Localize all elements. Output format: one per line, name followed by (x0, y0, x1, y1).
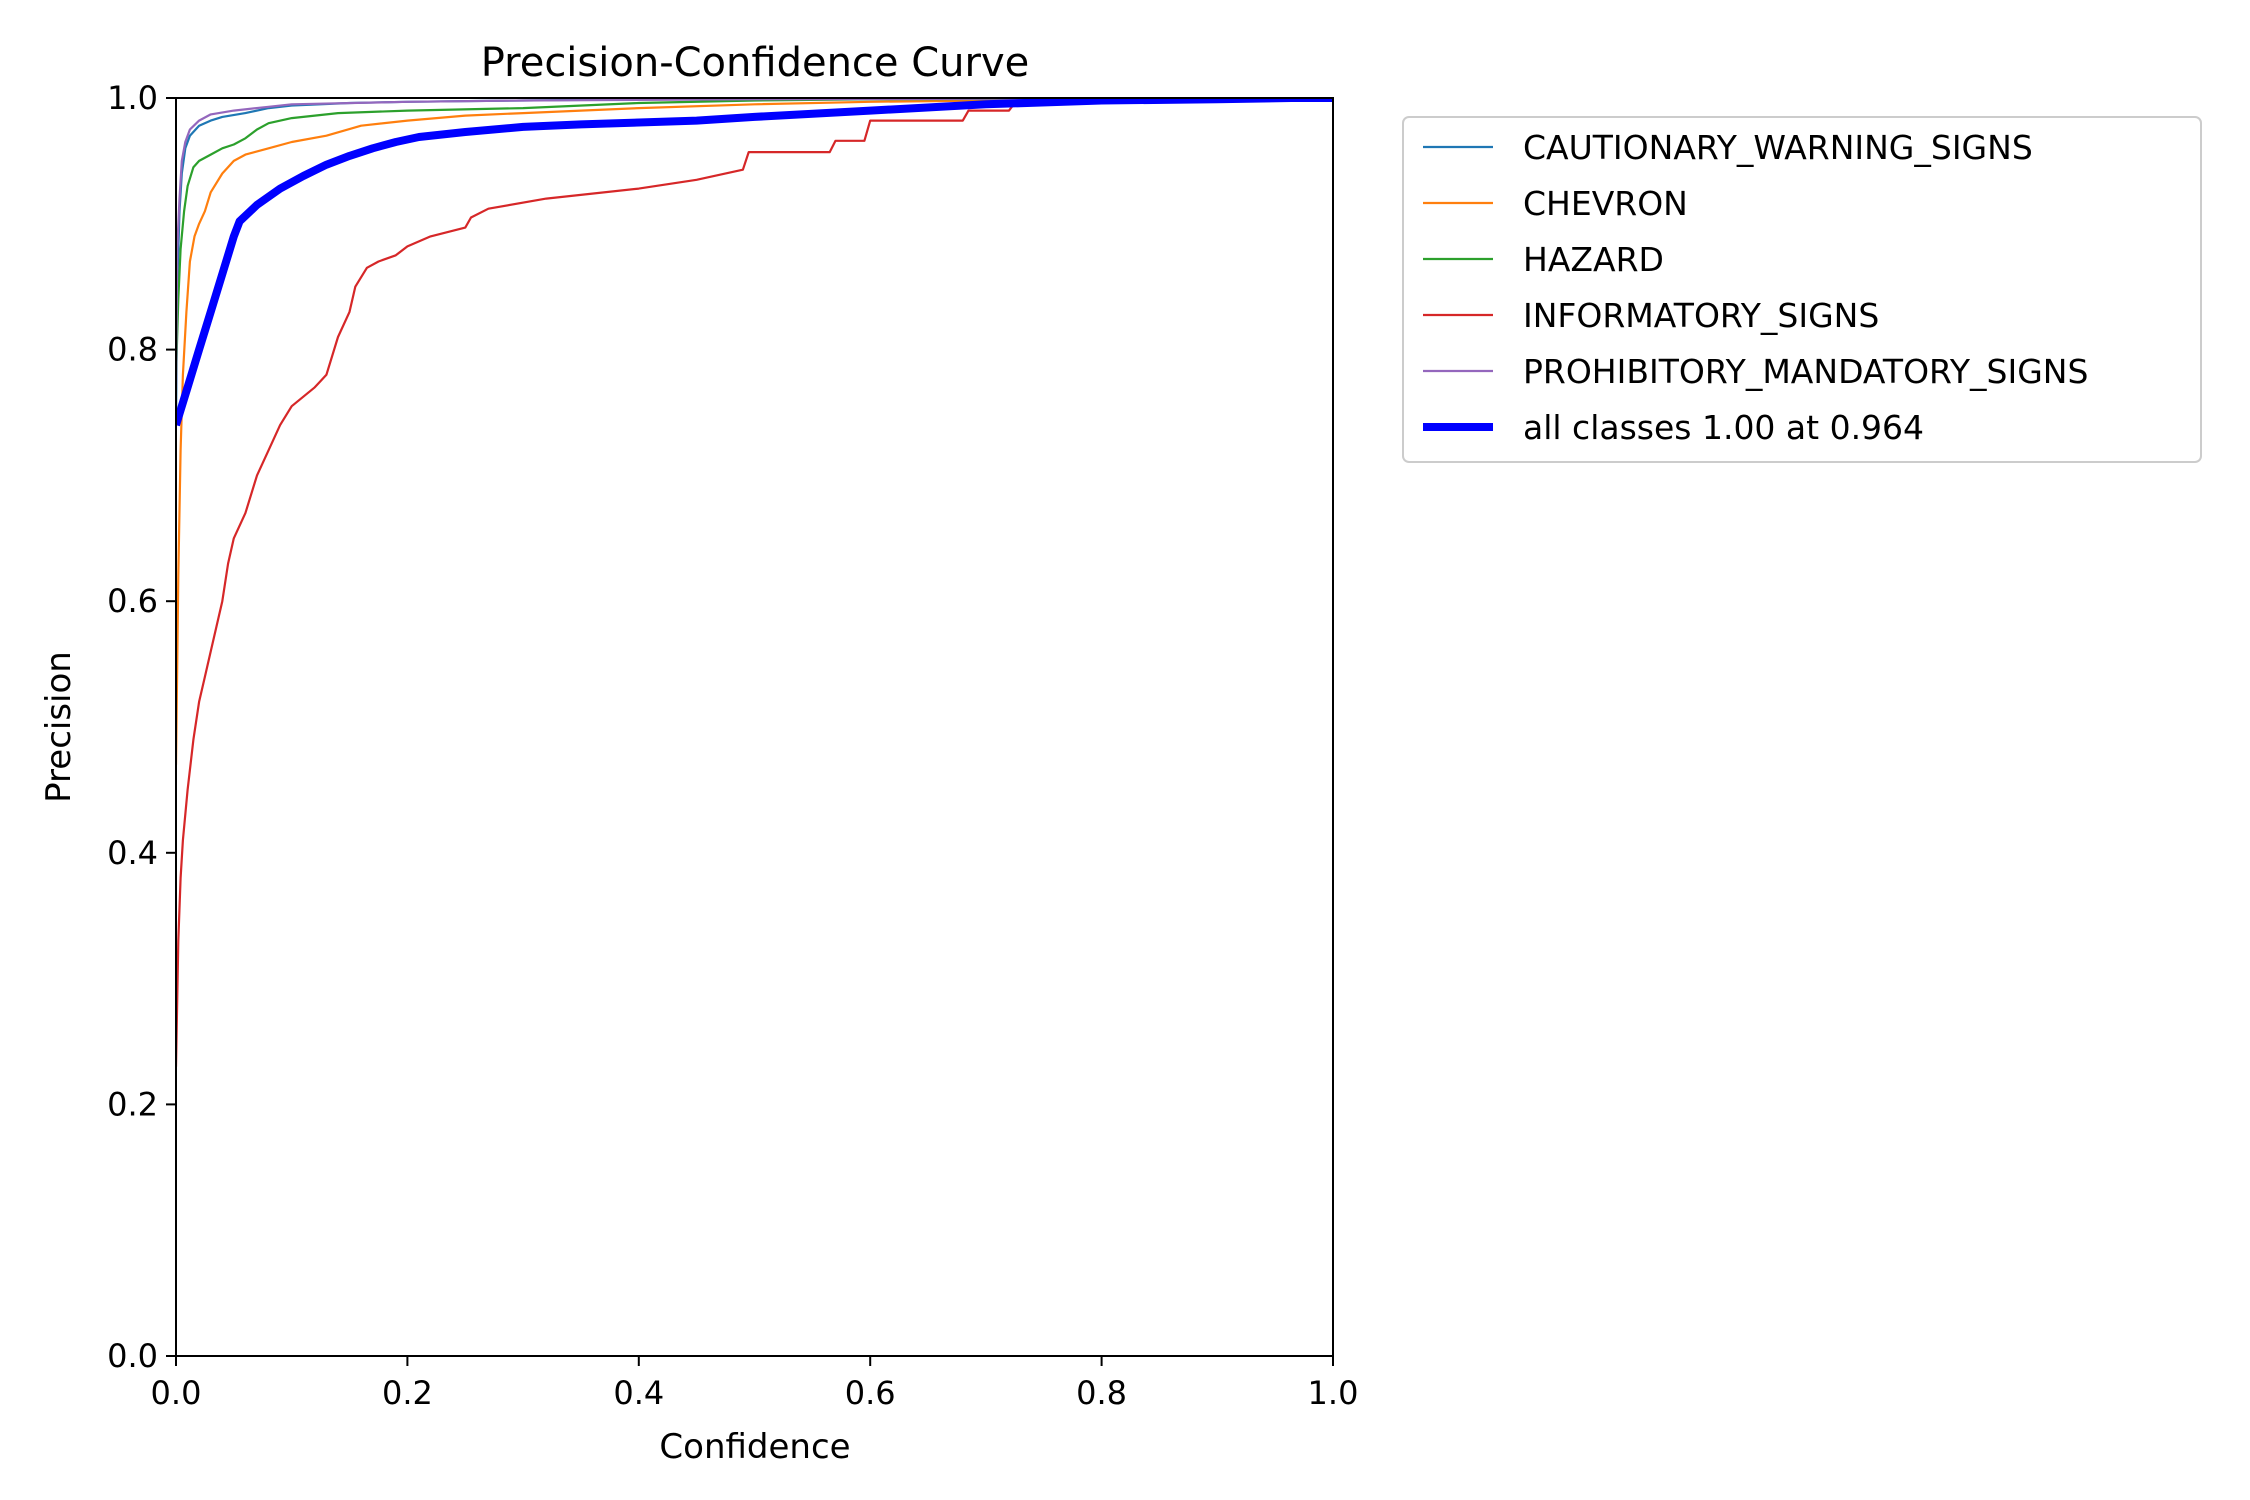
chart-title: Precision-Confidence Curve (481, 40, 1030, 86)
y-tick-label: 0.2 (107, 1085, 158, 1123)
x-tick-label: 0.6 (845, 1374, 896, 1412)
y-tick-label: 0.4 (107, 834, 158, 872)
y-tick-label: 0.8 (107, 331, 158, 369)
x-tick-label: 0.4 (613, 1374, 664, 1412)
legend-label: all classes 1.00 at 0.964 (1523, 408, 1924, 447)
x-tick-label: 1.0 (1308, 1374, 1359, 1412)
y-tick-label: 0.0 (107, 1337, 158, 1375)
series-line-2 (176, 98, 1333, 375)
series-line-3 (176, 98, 1333, 1067)
legend-label: CAUTIONARY_WARNING_SIGNS (1523, 128, 2033, 167)
legend-items: CAUTIONARY_WARNING_SIGNS CHEVRON HAZARD INF… (1423, 128, 2088, 447)
x-tick-label: 0.8 (1076, 1374, 1127, 1412)
x-tick-label: 0.0 (151, 1374, 202, 1412)
legend-frame (1402, 116, 2202, 463)
legend-label: HAZARD (1523, 240, 1664, 279)
legend-label: PROHIBITORY_MANDATORY_SIGNS (1523, 352, 2088, 391)
y-tick-label: 0.6 (107, 582, 158, 620)
plot-frame (175, 97, 1334, 1357)
x-axis: 0.0 0.2 0.4 0.6 0.8 1.0 (151, 1356, 1359, 1412)
series-layer (176, 98, 1333, 1067)
legend: CAUTIONARY_WARNING_SIGNS CHEVRON HAZARD INF… (1402, 116, 2202, 463)
legend-label: INFORMATORY_SIGNS (1523, 296, 1879, 335)
legend-label: CHEVRON (1523, 184, 1688, 223)
y-tick-label: 1.0 (107, 79, 158, 117)
y-axis-label: Precision (39, 651, 79, 803)
series-line-5 (176, 98, 1333, 427)
x-tick-label: 0.2 (382, 1374, 433, 1412)
x-axis-label: Confidence (659, 1427, 850, 1467)
series-line-4 (176, 98, 1333, 388)
series-line-1 (176, 98, 1333, 765)
y-axis: 0.0 0.2 0.4 0.6 0.8 1.0 (107, 79, 176, 1375)
